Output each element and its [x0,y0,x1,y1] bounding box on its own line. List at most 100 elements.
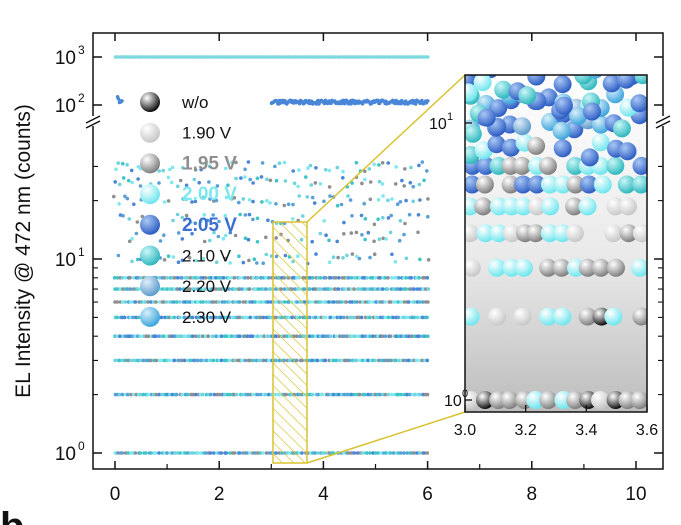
y-axis-label: EL Intensity @ 472 nm (counts) [12,104,35,398]
data-point [223,256,228,261]
data-point [247,198,252,202]
data-point [310,276,315,280]
data-point [136,334,140,339]
data-point [128,287,133,291]
inset-data-point [528,197,547,216]
data-point [228,261,232,265]
data-point [354,254,359,259]
data-point [292,181,297,186]
data-point [234,176,238,181]
data-point [246,237,251,242]
data-point [426,214,430,219]
data-point [255,334,260,339]
data-point [212,451,216,455]
data-point [363,287,367,291]
data-point [349,276,354,280]
data-point [336,255,340,260]
inset-data-point [593,175,612,194]
data-point [426,55,430,59]
data-point [360,334,365,339]
data-point [260,451,265,455]
data-point [426,258,431,262]
data-point [394,334,399,339]
data-point [363,217,368,221]
data-point [158,300,162,304]
data-point [187,255,192,260]
data-point [250,300,255,304]
data-point [339,300,344,304]
data-point [322,287,326,291]
data-point [219,315,223,320]
inset-x-tick-label: 3.6 [636,422,658,439]
data-point [383,300,388,304]
data-point [334,358,339,363]
data-point [173,451,177,455]
data-point [347,451,351,455]
data-point [322,55,327,59]
data-point [168,334,172,339]
data-point [204,300,209,304]
data-point [373,358,377,363]
inset-data-point [476,156,495,175]
data-point [180,392,185,397]
data-point [248,451,252,455]
data-point [160,392,164,397]
data-point [376,217,380,222]
inset-data-point [587,75,603,79]
inset-data-point [607,258,625,277]
data-point [219,55,223,59]
data-point [201,300,205,304]
data-point [255,216,260,221]
data-point [335,239,340,244]
data-point [130,259,134,264]
data-point [382,358,386,363]
data-point [326,392,331,397]
data-point [207,180,211,184]
data-point [323,358,328,363]
data-point [120,358,125,363]
data-point [378,276,382,280]
inset-data-point [474,197,493,216]
data-point [259,300,263,304]
data-point [313,181,318,185]
data-point [230,160,234,165]
y-tick-exponent: 1 [78,245,85,259]
data-point [206,315,210,320]
inset-data-point [464,52,482,70]
data-point [314,166,318,170]
data-point [310,195,315,200]
data-point [136,276,140,280]
data-point [180,334,184,339]
data-point [114,167,118,172]
data-point [352,287,356,291]
data-point [175,334,180,339]
data-point [312,201,317,205]
data-point [254,287,258,291]
data-point [410,358,414,363]
data-point [199,219,203,223]
data-point [366,392,371,397]
data-point [411,184,416,189]
data-point [230,315,235,320]
data-point [149,451,154,455]
data-point [261,358,266,363]
data-point [162,358,167,363]
data-point [393,358,398,363]
data-point [413,334,417,339]
data-point [322,300,326,304]
data-point [239,176,243,180]
data-point [172,315,177,320]
data-point [360,451,364,455]
inset-data-point [465,258,481,277]
y-tick-label: 10 [55,96,76,117]
data-point [291,169,296,173]
data-point [342,232,346,236]
data-point [412,451,417,455]
data-point [273,164,277,169]
data-point [338,334,342,339]
data-point [237,300,242,304]
data-point [121,176,126,180]
data-point [123,300,128,304]
data-point [390,252,394,257]
data-point [327,260,332,265]
